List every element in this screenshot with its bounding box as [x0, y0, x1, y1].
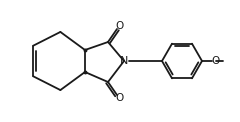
Text: O: O: [115, 93, 123, 103]
Text: N: N: [120, 56, 128, 66]
Text: O: O: [211, 56, 219, 66]
Text: O: O: [115, 21, 123, 31]
